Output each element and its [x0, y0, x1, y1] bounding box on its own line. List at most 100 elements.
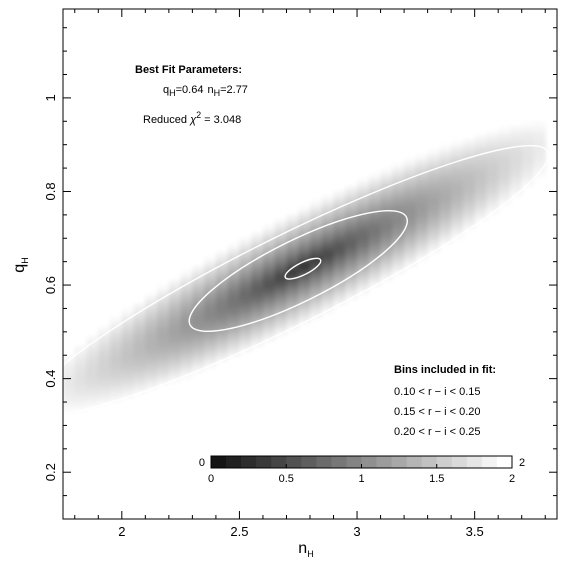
density-cell: [286, 266, 299, 272]
density-cell: [145, 350, 158, 356]
contour-inner: [284, 257, 322, 280]
density-cell: [380, 214, 393, 221]
density-cell: [333, 261, 346, 267]
density-cell: [451, 163, 464, 169]
param-n-sub: H: [214, 88, 221, 98]
colorbar-tick-label: 0: [208, 473, 214, 485]
density-cell: [321, 275, 335, 281]
density-cell: [274, 299, 288, 305]
density-cell: [498, 135, 511, 141]
density-cell: [86, 402, 99, 408]
density-cell: [321, 196, 335, 202]
density-cell: [521, 172, 535, 179]
density-cell: [404, 168, 417, 174]
density-cell: [227, 242, 241, 249]
density-cell: [192, 359, 205, 366]
density-cell: [239, 299, 252, 305]
density-cell: [133, 322, 146, 328]
density-cell: [63, 402, 76, 408]
density-cell: [415, 252, 429, 258]
density-cell: [474, 135, 488, 141]
density-cell: [357, 200, 370, 207]
density-cell: [168, 303, 182, 310]
colorbar-swatch: [376, 456, 392, 468]
density-cell: [310, 256, 323, 263]
colorbar-swatch: [211, 456, 227, 468]
density-cell: [509, 140, 523, 146]
density-cell: [168, 280, 182, 286]
density-cell: [310, 228, 323, 235]
density-cell: [215, 252, 229, 258]
density-cell: [121, 336, 135, 342]
density-cell: [98, 397, 111, 403]
density-cell: [498, 158, 511, 164]
density-cell: [286, 327, 299, 333]
density-cell: [462, 224, 476, 230]
density-cell: [204, 336, 217, 342]
colorbar-tick-label: 1.5: [429, 473, 444, 485]
density-cell: [192, 322, 205, 328]
density-cell: [227, 285, 241, 291]
density-cell: [451, 210, 464, 216]
density-cell: [427, 224, 440, 230]
density-cell: [392, 210, 405, 216]
density-cell: [74, 406, 88, 412]
density-cell: [357, 261, 370, 267]
density-cell: [98, 359, 111, 366]
density-cell: [98, 373, 111, 380]
density-cell: [462, 219, 476, 225]
density-cell: [262, 271, 276, 277]
density-cell: [286, 252, 299, 258]
y-tick-label: 0.2: [43, 463, 58, 481]
chi2-density-map: [63, 121, 546, 412]
density-cell: [180, 336, 193, 342]
density-cell: [368, 205, 382, 211]
density-cell: [415, 172, 429, 179]
density-cell: [345, 261, 358, 267]
density-cell: [192, 317, 205, 324]
density-cell: [98, 364, 111, 370]
density-cell: [321, 224, 335, 230]
density-cell: [239, 308, 252, 314]
density-cell: [227, 266, 241, 272]
density-cell: [239, 345, 252, 352]
density-cell: [286, 238, 299, 244]
density-cell: [239, 266, 252, 272]
colorbar-swatch: [316, 456, 332, 468]
density-cell: [274, 303, 288, 310]
density-cell: [380, 252, 393, 258]
density-cell: [63, 364, 76, 370]
density-cell: [415, 158, 429, 164]
density-cell: [345, 196, 358, 202]
colorbar-max-label: 2: [519, 457, 525, 469]
density-cell: [74, 373, 88, 380]
colorbar-swatch: [331, 456, 347, 468]
density-cell: [133, 303, 146, 310]
density-cell: [98, 341, 111, 347]
density-cell: [215, 345, 229, 352]
density-cell: [157, 299, 170, 305]
density-cell: [380, 210, 393, 216]
density-cell: [262, 289, 276, 296]
density-cell: [239, 271, 252, 277]
density-cell: [298, 266, 311, 272]
density-cell: [415, 205, 429, 211]
density-cell: [451, 168, 464, 174]
density-cell: [74, 350, 88, 356]
density-cell: [215, 256, 229, 263]
density-cell: [274, 219, 288, 225]
density-cell: [357, 285, 370, 291]
density-cell: [74, 345, 88, 352]
density-cell: [521, 135, 535, 141]
density-cell: [404, 214, 417, 221]
density-cell: [74, 387, 88, 394]
density-cell: [427, 219, 440, 225]
colorbar-swatch: [346, 456, 362, 468]
density-cell: [333, 289, 346, 296]
density-cell: [180, 331, 193, 338]
density-cell: [251, 299, 264, 305]
density-cell: [133, 355, 146, 361]
density-cell: [462, 149, 476, 155]
x-tick-label: 2.5: [230, 524, 248, 539]
density-cell: [357, 191, 370, 197]
